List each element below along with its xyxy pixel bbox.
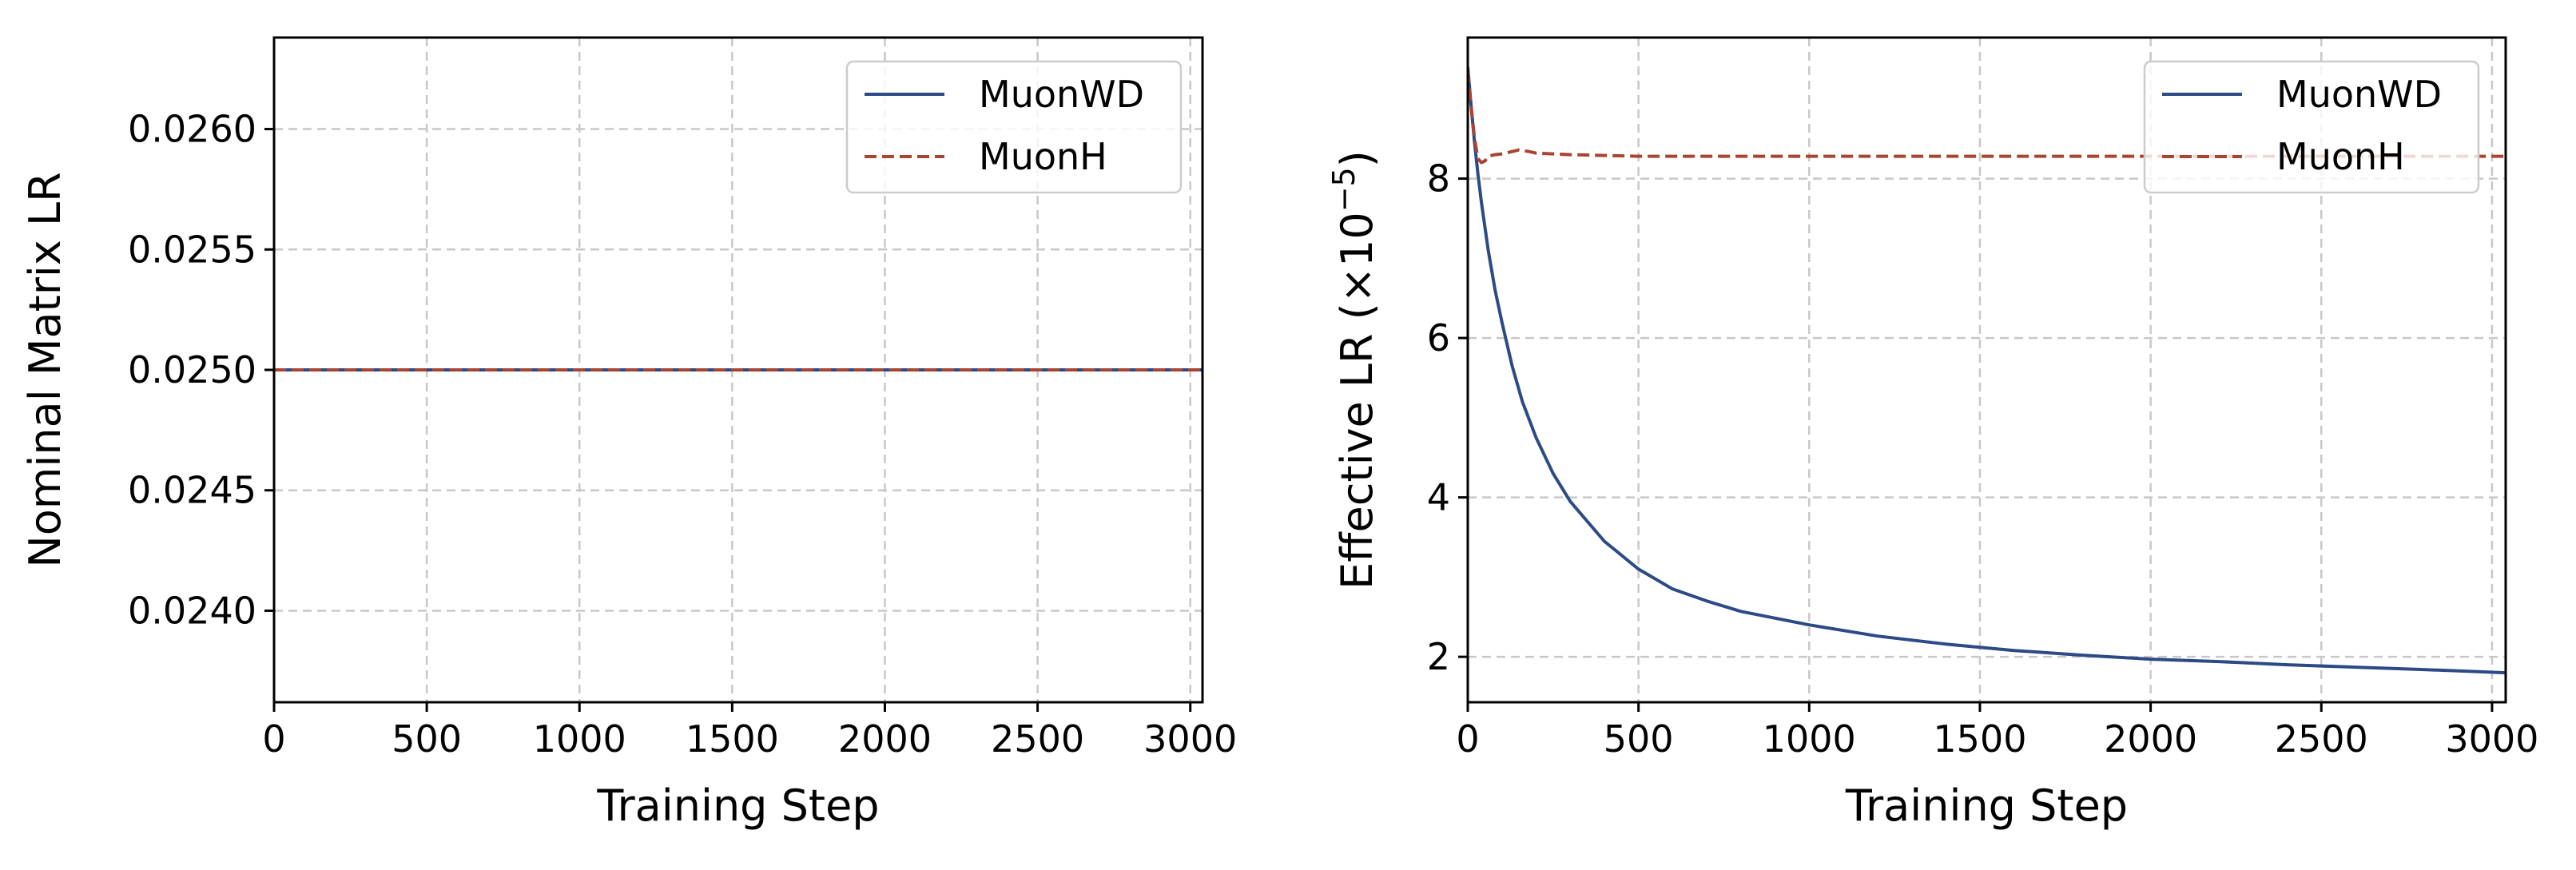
legend-label-muonh: MuonH xyxy=(2276,135,2405,178)
x-tick-label: 3000 xyxy=(2445,717,2538,761)
y-tick-label: 6 xyxy=(1427,316,1450,360)
x-tick-label: 2500 xyxy=(2275,717,2368,761)
x-tick-label: 1000 xyxy=(1763,717,1856,761)
axes-frame xyxy=(1466,36,2507,704)
y-tick-label: 2 xyxy=(1427,635,1450,678)
x-tick-label: 1500 xyxy=(686,717,779,761)
y-tick-label: 0.0255 xyxy=(128,228,256,271)
x-tick-label: 500 xyxy=(392,717,462,761)
x-tick-label: 0 xyxy=(262,717,285,761)
x-tick-label: 0 xyxy=(1456,717,1479,761)
series-line-muonwd xyxy=(1468,66,2506,675)
x-tick-label: 1000 xyxy=(533,717,626,761)
x-tick-label: 1500 xyxy=(1933,717,2026,761)
x-tick-label: 3000 xyxy=(1143,717,1237,761)
x-tick-label: 2000 xyxy=(838,717,932,761)
y-axis-label-exponent: −5 xyxy=(1326,167,1362,212)
y-axis-label-close: ) xyxy=(1332,150,1382,167)
legend-label-muonwd: MuonWD xyxy=(979,73,1144,116)
chart-nominal-matrix-lr: 0 500 1000 1500 2000 2500 3000 0.0240 0.0245 0.02… xyxy=(20,36,1237,831)
y-tick-label: 0.0240 xyxy=(128,589,256,632)
legend: MuonWD MuonH xyxy=(845,60,1183,194)
y-axis-label: Nominal Matrix LR xyxy=(20,172,70,567)
y-tick-label: 0.0260 xyxy=(128,108,256,151)
x-axis-label: Training Step xyxy=(1845,781,2128,831)
x-tick-label: 2500 xyxy=(991,717,1084,761)
y-tick-label: 0.0245 xyxy=(128,469,256,512)
legend-label-muonh: MuonH xyxy=(979,135,1107,178)
y-tick-label: 8 xyxy=(1427,157,1450,201)
series-line-muonh xyxy=(1468,70,2506,165)
series-group xyxy=(1468,66,2506,675)
y-axis-label: Effective LR (×10−5) xyxy=(1326,150,1382,590)
y-axis-label-main: Effective LR (×10 xyxy=(1332,212,1382,590)
x-tick-label: 2000 xyxy=(2104,717,2197,761)
y-tick-label: 4 xyxy=(1427,476,1450,519)
chart-effective-lr: 0 500 1000 1500 2000 2500 3000 2 4 6 8 Training Ste… xyxy=(1326,36,2538,831)
legend-label-muonwd: MuonWD xyxy=(2276,73,2442,116)
x-axis-label: Training Step xyxy=(596,781,879,831)
x-tick-label: 500 xyxy=(1604,717,1674,761)
y-tick-label: 0.0250 xyxy=(128,348,256,391)
legend: MuonWD MuonH xyxy=(2143,60,2480,194)
